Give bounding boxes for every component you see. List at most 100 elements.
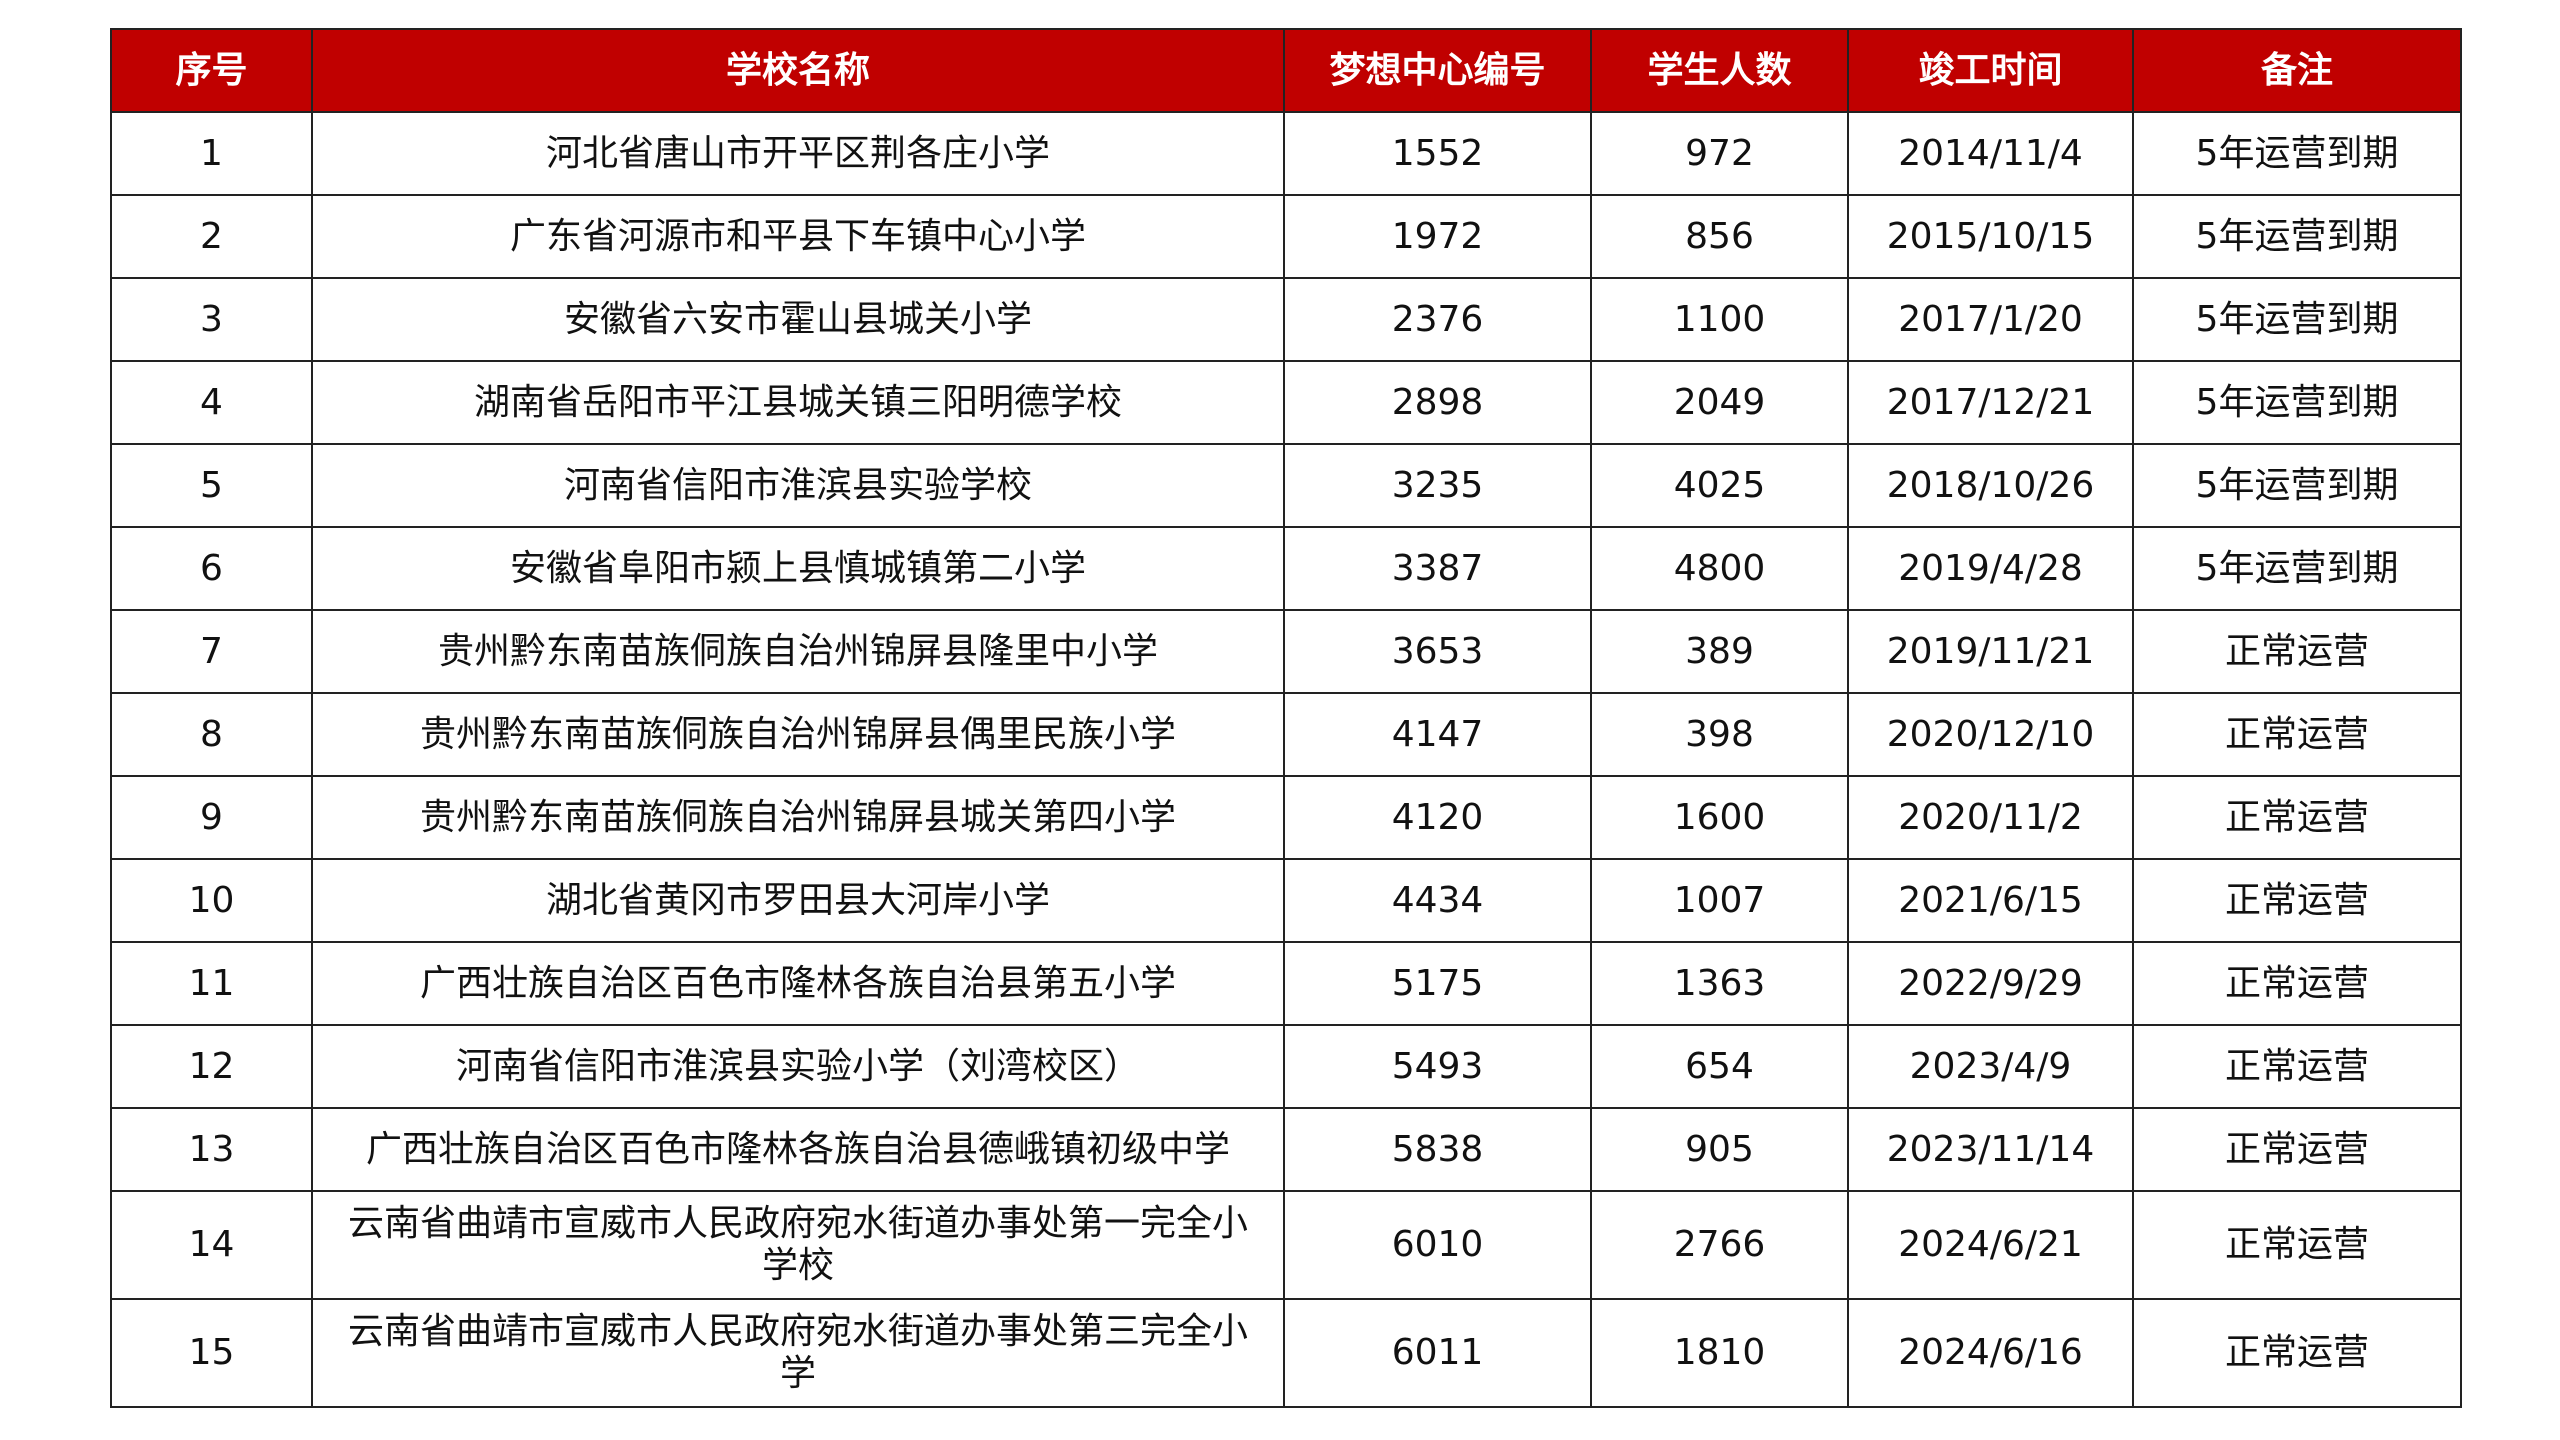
table-cell: 4120 [1283, 775, 1592, 860]
table-cell: 1552 [1283, 111, 1592, 196]
table-cell: 4 [110, 360, 313, 445]
table-cell: 389 [1590, 609, 1849, 694]
table-cell: 贵州黔东南苗族侗族自治州锦屏县城关第四小学 [311, 775, 1285, 860]
table-cell: 3 [110, 277, 313, 362]
table-cell: 贵州黔东南苗族侗族自治州锦屏县偶里民族小学 [311, 692, 1285, 777]
table-cell: 12 [110, 1024, 313, 1109]
table-cell: 2898 [1283, 360, 1592, 445]
table-cell: 4025 [1590, 443, 1849, 528]
table-cell: 15 [110, 1298, 313, 1408]
table-cell: 1363 [1590, 941, 1849, 1026]
table-cell: 2017/1/20 [1847, 277, 2134, 362]
header-cell: 竣工时间 [1847, 28, 2134, 113]
table-cell: 广西壮族自治区百色市隆林各族自治县第五小学 [311, 941, 1285, 1026]
table-cell: 905 [1590, 1107, 1849, 1192]
table-cell: 1972 [1283, 194, 1592, 279]
table-cell: 1600 [1590, 775, 1849, 860]
table-row: 5 河南省信阳市淮滨县实验学校 3235 4025 2018/10/26 5年运营到期 [110, 443, 2462, 528]
table-cell: 5年运营到期 [2132, 194, 2462, 279]
table-cell: 2021/6/15 [1847, 858, 2134, 943]
table-cell: 云南省曲靖市宣威市人民政府宛水街道办事处第一完全小学校 [311, 1190, 1285, 1300]
table-cell: 正常运营 [2132, 775, 2462, 860]
table-cell: 1100 [1590, 277, 1849, 362]
table-cell: 2020/11/2 [1847, 775, 2134, 860]
table-cell: 14 [110, 1190, 313, 1300]
table-cell: 4800 [1590, 526, 1849, 611]
table-cell: 正常运营 [2132, 858, 2462, 943]
table-cell: 正常运营 [2132, 1107, 2462, 1192]
table-cell: 5年运营到期 [2132, 277, 2462, 362]
table-cell: 7 [110, 609, 313, 694]
table-cell: 5838 [1283, 1107, 1592, 1192]
table-cell: 6010 [1283, 1190, 1592, 1300]
table-cell: 5493 [1283, 1024, 1592, 1109]
table-cell: 2 [110, 194, 313, 279]
table-cell: 1 [110, 111, 313, 196]
table-row: 12 河南省信阳市淮滨县实验小学（刘湾校区） 5493 654 2023/4/9 正常运营 [110, 1024, 2462, 1109]
table-cell: 11 [110, 941, 313, 1026]
header-cell: 梦想中心编号 [1283, 28, 1592, 113]
table-row: 10 湖北省黄冈市罗田县大河岸小学 4434 1007 2021/6/15 正常运营 [110, 858, 2462, 943]
table-cell: 5年运营到期 [2132, 111, 2462, 196]
school-table: 序号 学校名称 梦想中心编号 学生人数 竣工时间 备注 1 河北省唐山市开平区荆各庄小学 15… [110, 28, 2462, 1408]
table-body: 1 河北省唐山市开平区荆各庄小学 1552 972 2014/11/4 5年运营到期 2 广东… [110, 111, 2462, 1408]
table-cell: 3653 [1283, 609, 1592, 694]
table-row: 2 广东省河源市和平县下车镇中心小学 1972 856 2015/10/15 5年运营到期 [110, 194, 2462, 279]
table-row: 9 贵州黔东南苗族侗族自治州锦屏县城关第四小学 4120 1600 2020/11/2 正… [110, 775, 2462, 860]
table-cell: 正常运营 [2132, 1298, 2462, 1408]
table-cell: 正常运营 [2132, 1024, 2462, 1109]
table-cell: 2017/12/21 [1847, 360, 2134, 445]
table-cell: 湖北省黄冈市罗田县大河岸小学 [311, 858, 1285, 943]
table-cell: 2019/4/28 [1847, 526, 2134, 611]
table-row: 15 云南省曲靖市宣威市人民政府宛水街道办事处第三完全小学 6011 1810 2024… [110, 1298, 2462, 1408]
table-cell: 3235 [1283, 443, 1592, 528]
table-cell: 广东省河源市和平县下车镇中心小学 [311, 194, 1285, 279]
table-cell: 湖南省岳阳市平江县城关镇三阳明德学校 [311, 360, 1285, 445]
table-cell: 正常运营 [2132, 692, 2462, 777]
table-row: 6 安徽省阜阳市颍上县慎城镇第二小学 3387 4800 2019/4/28 5年运营到期 [110, 526, 2462, 611]
table-cell: 贵州黔东南苗族侗族自治州锦屏县隆里中小学 [311, 609, 1285, 694]
table-cell: 安徽省六安市霍山县城关小学 [311, 277, 1285, 362]
table-cell: 河南省信阳市淮滨县实验小学（刘湾校区） [311, 1024, 1285, 1109]
table-cell: 2020/12/10 [1847, 692, 2134, 777]
table-row: 4 湖南省岳阳市平江县城关镇三阳明德学校 2898 2049 2017/12/21 5年运… [110, 360, 2462, 445]
table-cell: 2766 [1590, 1190, 1849, 1300]
table-cell: 13 [110, 1107, 313, 1192]
table-cell: 正常运营 [2132, 1190, 2462, 1300]
table-cell: 4434 [1283, 858, 1592, 943]
table-cell: 6 [110, 526, 313, 611]
table-cell: 5年运营到期 [2132, 360, 2462, 445]
table-cell: 河南省信阳市淮滨县实验学校 [311, 443, 1285, 528]
table-cell: 2023/4/9 [1847, 1024, 2134, 1109]
table-cell: 1007 [1590, 858, 1849, 943]
table-cell: 5年运营到期 [2132, 526, 2462, 611]
table-cell: 云南省曲靖市宣威市人民政府宛水街道办事处第三完全小学 [311, 1298, 1285, 1408]
table-cell: 972 [1590, 111, 1849, 196]
table-row: 3 安徽省六安市霍山县城关小学 2376 1100 2017/1/20 5年运营到期 [110, 277, 2462, 362]
table-cell: 安徽省阜阳市颍上县慎城镇第二小学 [311, 526, 1285, 611]
table-cell: 2018/10/26 [1847, 443, 2134, 528]
table-row: 8 贵州黔东南苗族侗族自治州锦屏县偶里民族小学 4147 398 2020/12/10 正… [110, 692, 2462, 777]
table-cell: 2022/9/29 [1847, 941, 2134, 1026]
table-cell: 2376 [1283, 277, 1592, 362]
header-row: 序号 学校名称 梦想中心编号 学生人数 竣工时间 备注 [110, 28, 2462, 113]
header-cell: 备注 [2132, 28, 2462, 113]
table-row: 1 河北省唐山市开平区荆各庄小学 1552 972 2014/11/4 5年运营到期 [110, 111, 2462, 196]
table-row: 7 贵州黔东南苗族侗族自治州锦屏县隆里中小学 3653 389 2019/11/21 正常… [110, 609, 2462, 694]
table-row: 14 云南省曲靖市宣威市人民政府宛水街道办事处第一完全小学校 6010 2766 202… [110, 1190, 2462, 1300]
table-row: 11 广西壮族自治区百色市隆林各族自治县第五小学 5175 1363 2022/9/29… [110, 941, 2462, 1026]
table-cell: 4147 [1283, 692, 1592, 777]
table-cell: 8 [110, 692, 313, 777]
table-cell: 5 [110, 443, 313, 528]
table-cell: 2024/6/21 [1847, 1190, 2134, 1300]
table-row: 13 广西壮族自治区百色市隆林各族自治县德峨镇初级中学 5838 905 2023/11… [110, 1107, 2462, 1192]
table-cell: 2023/11/14 [1847, 1107, 2134, 1192]
table-cell: 2049 [1590, 360, 1849, 445]
table-cell: 2015/10/15 [1847, 194, 2134, 279]
table-cell: 5175 [1283, 941, 1592, 1026]
table-cell: 2019/11/21 [1847, 609, 2134, 694]
table-cell: 398 [1590, 692, 1849, 777]
table-cell: 3387 [1283, 526, 1592, 611]
table-cell: 正常运营 [2132, 941, 2462, 1026]
table-cell: 广西壮族自治区百色市隆林各族自治县德峨镇初级中学 [311, 1107, 1285, 1192]
